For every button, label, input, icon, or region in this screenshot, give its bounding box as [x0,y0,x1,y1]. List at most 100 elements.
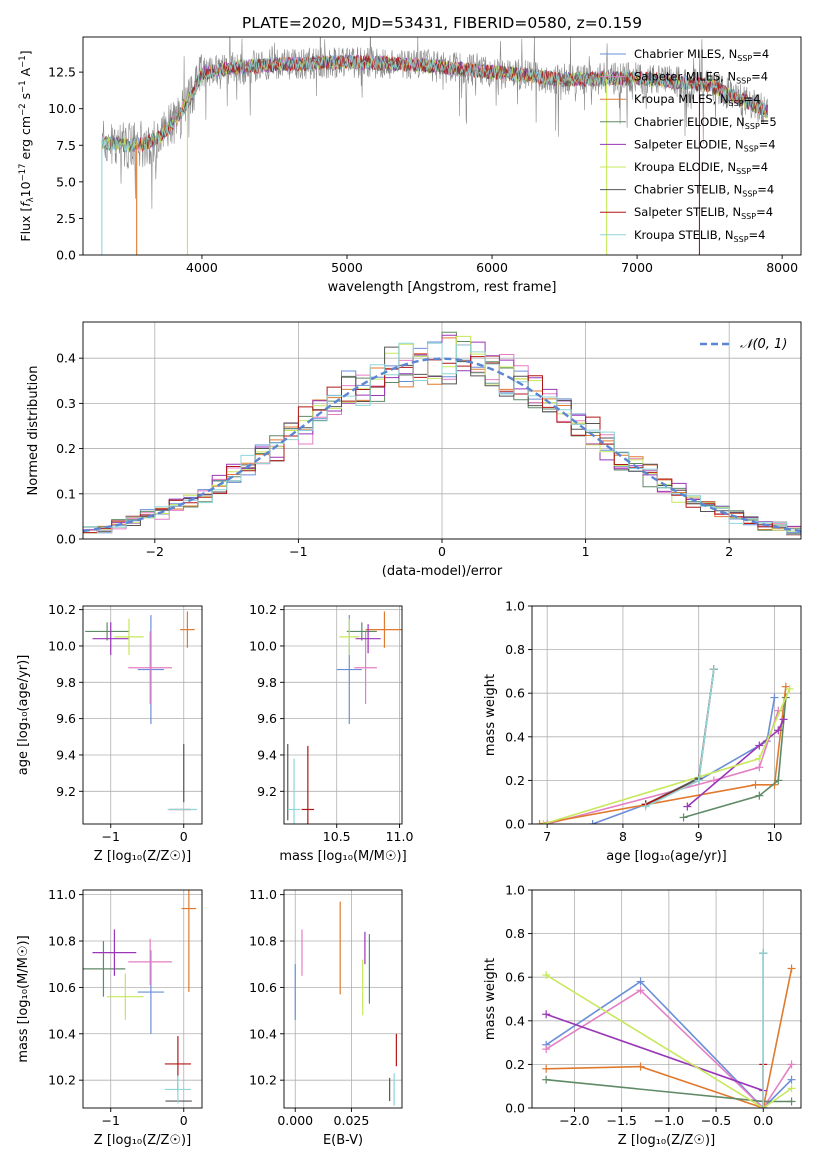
y-tick-label: 10.0 [48,638,76,653]
x-tick-label: −0.5 [701,1113,731,1128]
y-tick-label: 5.0 [56,174,76,189]
y-tick-label: 11.0 [48,887,76,902]
x-axis-label: mass [log₁₀(M/M☉)] [279,849,406,864]
legend-label-chabrier-miles: Chabrier MILES, NSSP=4 [634,47,769,63]
y-tick-label: 9.8 [56,675,76,690]
x-axis-label: age [log₁₀(age/yr)] [606,849,727,864]
y-tick-label: 2.5 [56,211,76,226]
x-tick-label: 9 [695,829,703,844]
series-salpeter-miles [542,986,796,1108]
x-tick-label: 10.5 [323,829,351,844]
y-tick-label: 10.2 [249,602,277,617]
axes-frame [82,321,802,540]
y-tick-label: 0.1 [56,486,76,501]
y-tick-label: 0.6 [505,686,525,701]
errorbar-kroupa-elodie [339,618,360,656]
y-axis-label: Flux [fλ10−17 erg cm−2 s−1 A−1] [18,50,36,241]
y-tick-label: 10.2 [48,602,76,617]
y-tick-label: 9.2 [257,784,277,799]
panel-residuals: −2 −1 0 1 2 0.0 0.1 0.2 0.3 0.4 (data-model)/error… [26,321,802,579]
y-tick-label: 12.5 [48,65,76,80]
y-tick-label: 10.4 [48,1026,76,1041]
y-tick-label: 0.2 [505,1057,525,1072]
x-axis-label: Z [log₁₀(Z/Z☉)] [94,849,191,864]
y-tick-label: 0.4 [505,1013,525,1028]
x-tick-label: 10 [767,829,783,844]
y-tick-label: 10.2 [48,1073,76,1088]
axes-frame [82,889,203,1109]
y-tick-label: 9.8 [257,675,277,690]
errorbar-kroupa-elodie [107,973,144,1020]
age-vs-mass-points [287,611,402,824]
y-tick-label: 0.0 [505,1101,525,1116]
x-tick-label: 7 [543,829,551,844]
panel-age-vs-z: −1 0 9.2 9.4 9.6 9.8 10.0 10.2 Z [log₁₀(Z/Z☉)] ag… [16,602,203,864]
x-axis-label: Z [log₁₀(Z/Z☉)] [618,1133,715,1148]
spectrum-lines [101,37,768,255]
x-axis-label: E(B-V) [323,1133,363,1148]
x-tick-label: 4000 [186,260,218,275]
y-tick-label: 9.6 [257,711,277,726]
x-tick-label: 2 [725,544,733,559]
histogram-steps [83,331,801,536]
legend-label-normal: 𝒩(0, 1) [740,337,787,352]
x-tick-label: 0.000 [277,1113,313,1128]
mass-weight-vs-z-lines [542,949,796,1108]
legend-label-kroupa-stelib: Kroupa STELIB, NSSP=4 [634,228,765,244]
mass-vs-z-points [83,890,197,1104]
axes-frame [82,605,203,825]
histogram-chabrier-stelib [83,346,801,535]
y-tick-label: 9.4 [56,747,76,762]
age-vs-mass-ticks: 10.5 11.0 9.2 9.4 9.6 9.8 10.0 10.2 [249,602,413,844]
y-tick-label: 9.2 [56,784,76,799]
series-line [683,697,787,819]
y-tick-label: 10.6 [48,980,76,995]
y-tick-label: 0.0 [505,817,525,832]
normal-reference-curve [83,357,801,533]
x-axis-label: wavelength [Angstrom, rest frame] [328,280,557,295]
y-tick-label: 1.0 [505,599,525,614]
x-tick-label: −1.5 [606,1113,636,1128]
mass-vs-z-ticks: −1 0 10.2 10.4 10.6 10.8 11.0 [48,887,202,1128]
mass-weight-vs-age-lines [535,665,794,824]
errorbar-kroupa-elodie [114,618,144,656]
panel-mass-vs-z: −1 0 10.2 10.4 10.6 10.8 11.0 Z [log₁₀(Z/Z☉)] ma… [16,887,203,1148]
y-axis-label: Normed distribution [26,366,41,496]
series-line [545,974,793,1108]
series-line [545,1013,764,1092]
y-axis-label: age [log₁₀(age/yr)] [16,655,31,776]
y-tick-label: 0.4 [505,729,525,744]
mass-vs-ebv-ticks: 0.000 0.025 10.2 10.4 10.6 10.8 11.0 [249,887,402,1128]
y-tick-label: 11.0 [249,887,277,902]
x-tick-label: 7000 [621,260,653,275]
x-tick-label: −2.0 [559,1113,589,1128]
panel-spectrum: 4000 5000 6000 7000 8000 0.0 2.5 5.0 7.5 10.0 12.5… [18,36,802,295]
x-tick-label: 0 [180,1113,188,1128]
mass-vs-ebv-points [294,901,397,1106]
axes-frame [531,605,802,825]
x-tick-label: 8 [619,829,627,844]
legend-label-chabrier-stelib: Chabrier STELIB, NSSP=4 [634,183,774,199]
panel-mass-weight-vs-age: 7 8 9 10 0.0 0.2 0.4 0.6 0.8 1.0 age [log₁₀(age/yr… [483,599,802,864]
y-tick-label: 10.2 [249,1073,277,1088]
errorbar-salpeter-stelib [301,745,315,824]
errorbar-chabrier-miles [137,950,165,1034]
y-tick-label: 10.4 [249,1026,277,1041]
y-axis-label: mass weight [483,674,498,756]
legend-label-chabrier-elodie: Chabrier ELODIE, NSSP=5 [634,115,777,131]
series-kroupa-stelib [759,949,768,1108]
series-kroupa-miles [535,682,790,824]
series-chabrier-elodie [679,693,790,822]
mass-weight-vs-age-ticks: 7 8 9 10 0.0 0.2 0.4 0.6 0.8 1.0 [505,599,801,844]
x-tick-label: 11.0 [386,829,414,844]
x-tick-label: 8000 [766,260,798,275]
errorbar-chabrier-elodie [83,941,126,997]
legend-label-salpeter-miles: Salpeter MILES, NSSP=4 [634,70,768,86]
y-tick-label: 0.8 [505,642,525,657]
errorbar-kroupa-stelib [287,758,301,824]
legend-label-salpeter-elodie: Salpeter ELODIE, NSSP=4 [634,137,776,153]
series-kroupa-miles [542,964,796,1108]
y-tick-label: 0.8 [505,926,525,941]
x-tick-label: −2 [146,544,164,559]
errorbar-salpeter-elodie [355,624,381,654]
